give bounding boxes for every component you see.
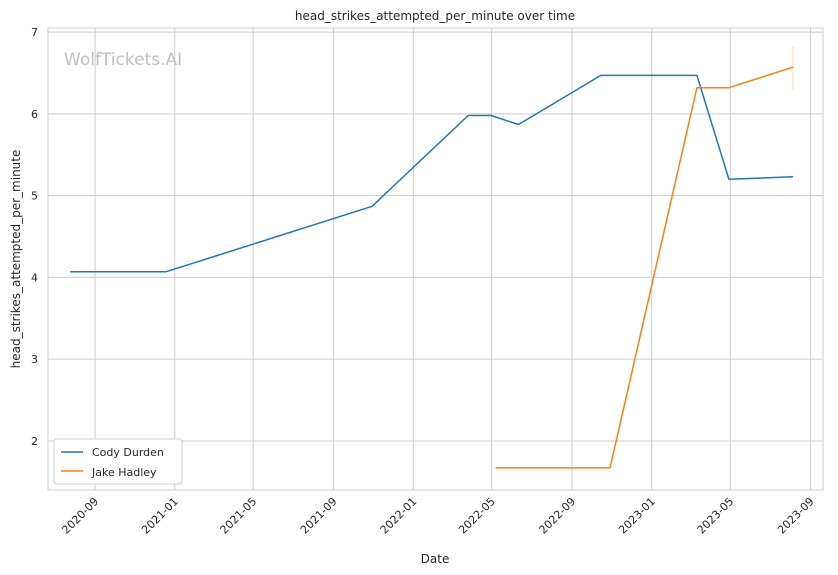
watermark-text: WolfTickets.AI <box>64 50 182 70</box>
plot-frame <box>47 27 824 491</box>
series-line-cody-durden <box>70 74 793 273</box>
y-tick-label: 3 <box>31 353 38 366</box>
y-axis-title: head_strikes_attempted_per_minute <box>9 150 23 369</box>
x-axis-title: Date <box>421 552 450 566</box>
y-tick-label: 7 <box>31 26 38 39</box>
plot-area <box>48 28 823 490</box>
y-tick-label: 5 <box>31 190 38 203</box>
y-tick-label: 6 <box>31 108 38 121</box>
legend-box <box>53 438 183 485</box>
chart-title: head_strikes_attempted_per_minute over t… <box>295 9 575 23</box>
y-tick-label: 2 <box>31 435 38 448</box>
legend-label-cody-durden: Cody Durden <box>92 446 164 459</box>
legend: Cody Durden Jake Hadley <box>53 438 183 485</box>
series-lines <box>70 46 794 469</box>
y-tick-label: 4 <box>31 271 38 284</box>
grid-lines <box>48 28 823 490</box>
legend-label-jake-hadley: Jake Hadley <box>91 466 157 479</box>
